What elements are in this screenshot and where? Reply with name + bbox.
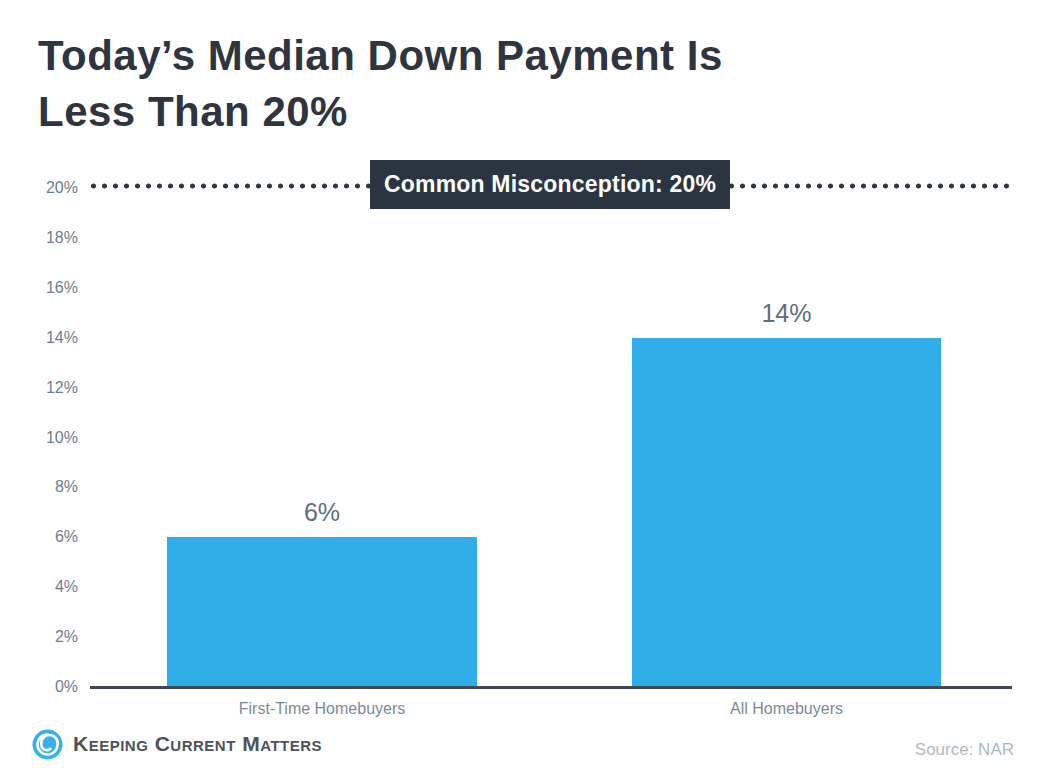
slide: Today’s Median Down Payment Is Less Than…: [0, 0, 1042, 772]
y-tick-label: 2%: [18, 628, 78, 646]
y-tick-label: 4%: [18, 578, 78, 596]
y-tick-label: 6%: [18, 528, 78, 546]
y-tick-label: 8%: [18, 478, 78, 496]
y-tick-label: 16%: [18, 279, 78, 297]
x-label-all: All Homebuyers: [632, 700, 941, 718]
y-tick-label: 14%: [18, 329, 78, 347]
bar-value-label: 6%: [167, 498, 477, 527]
y-tick-label: 20%: [18, 179, 78, 197]
brand-name: Keeping Current Matters: [73, 728, 322, 760]
misconception-badge: Common Misconception: 20%: [370, 160, 730, 209]
y-tick-label: 12%: [18, 379, 78, 397]
bar-all-homebuyers: [632, 338, 941, 687]
bar-value-label: 14%: [632, 299, 941, 328]
y-tick-label: 10%: [18, 429, 78, 447]
source-text: Source: NAR: [915, 740, 1014, 760]
x-axis-line: [90, 686, 1012, 689]
bar-first-time-homebuyers: [167, 537, 477, 687]
kcm-swirl-icon: [32, 729, 63, 760]
chart-title: Today’s Median Down Payment Is Less Than…: [38, 28, 958, 140]
footer-brand: Keeping Current Matters: [32, 728, 322, 760]
y-tick-label: 18%: [18, 229, 78, 247]
y-tick-label: 0%: [18, 678, 78, 696]
x-label-first-time: First-Time Homebuyers: [167, 700, 477, 718]
